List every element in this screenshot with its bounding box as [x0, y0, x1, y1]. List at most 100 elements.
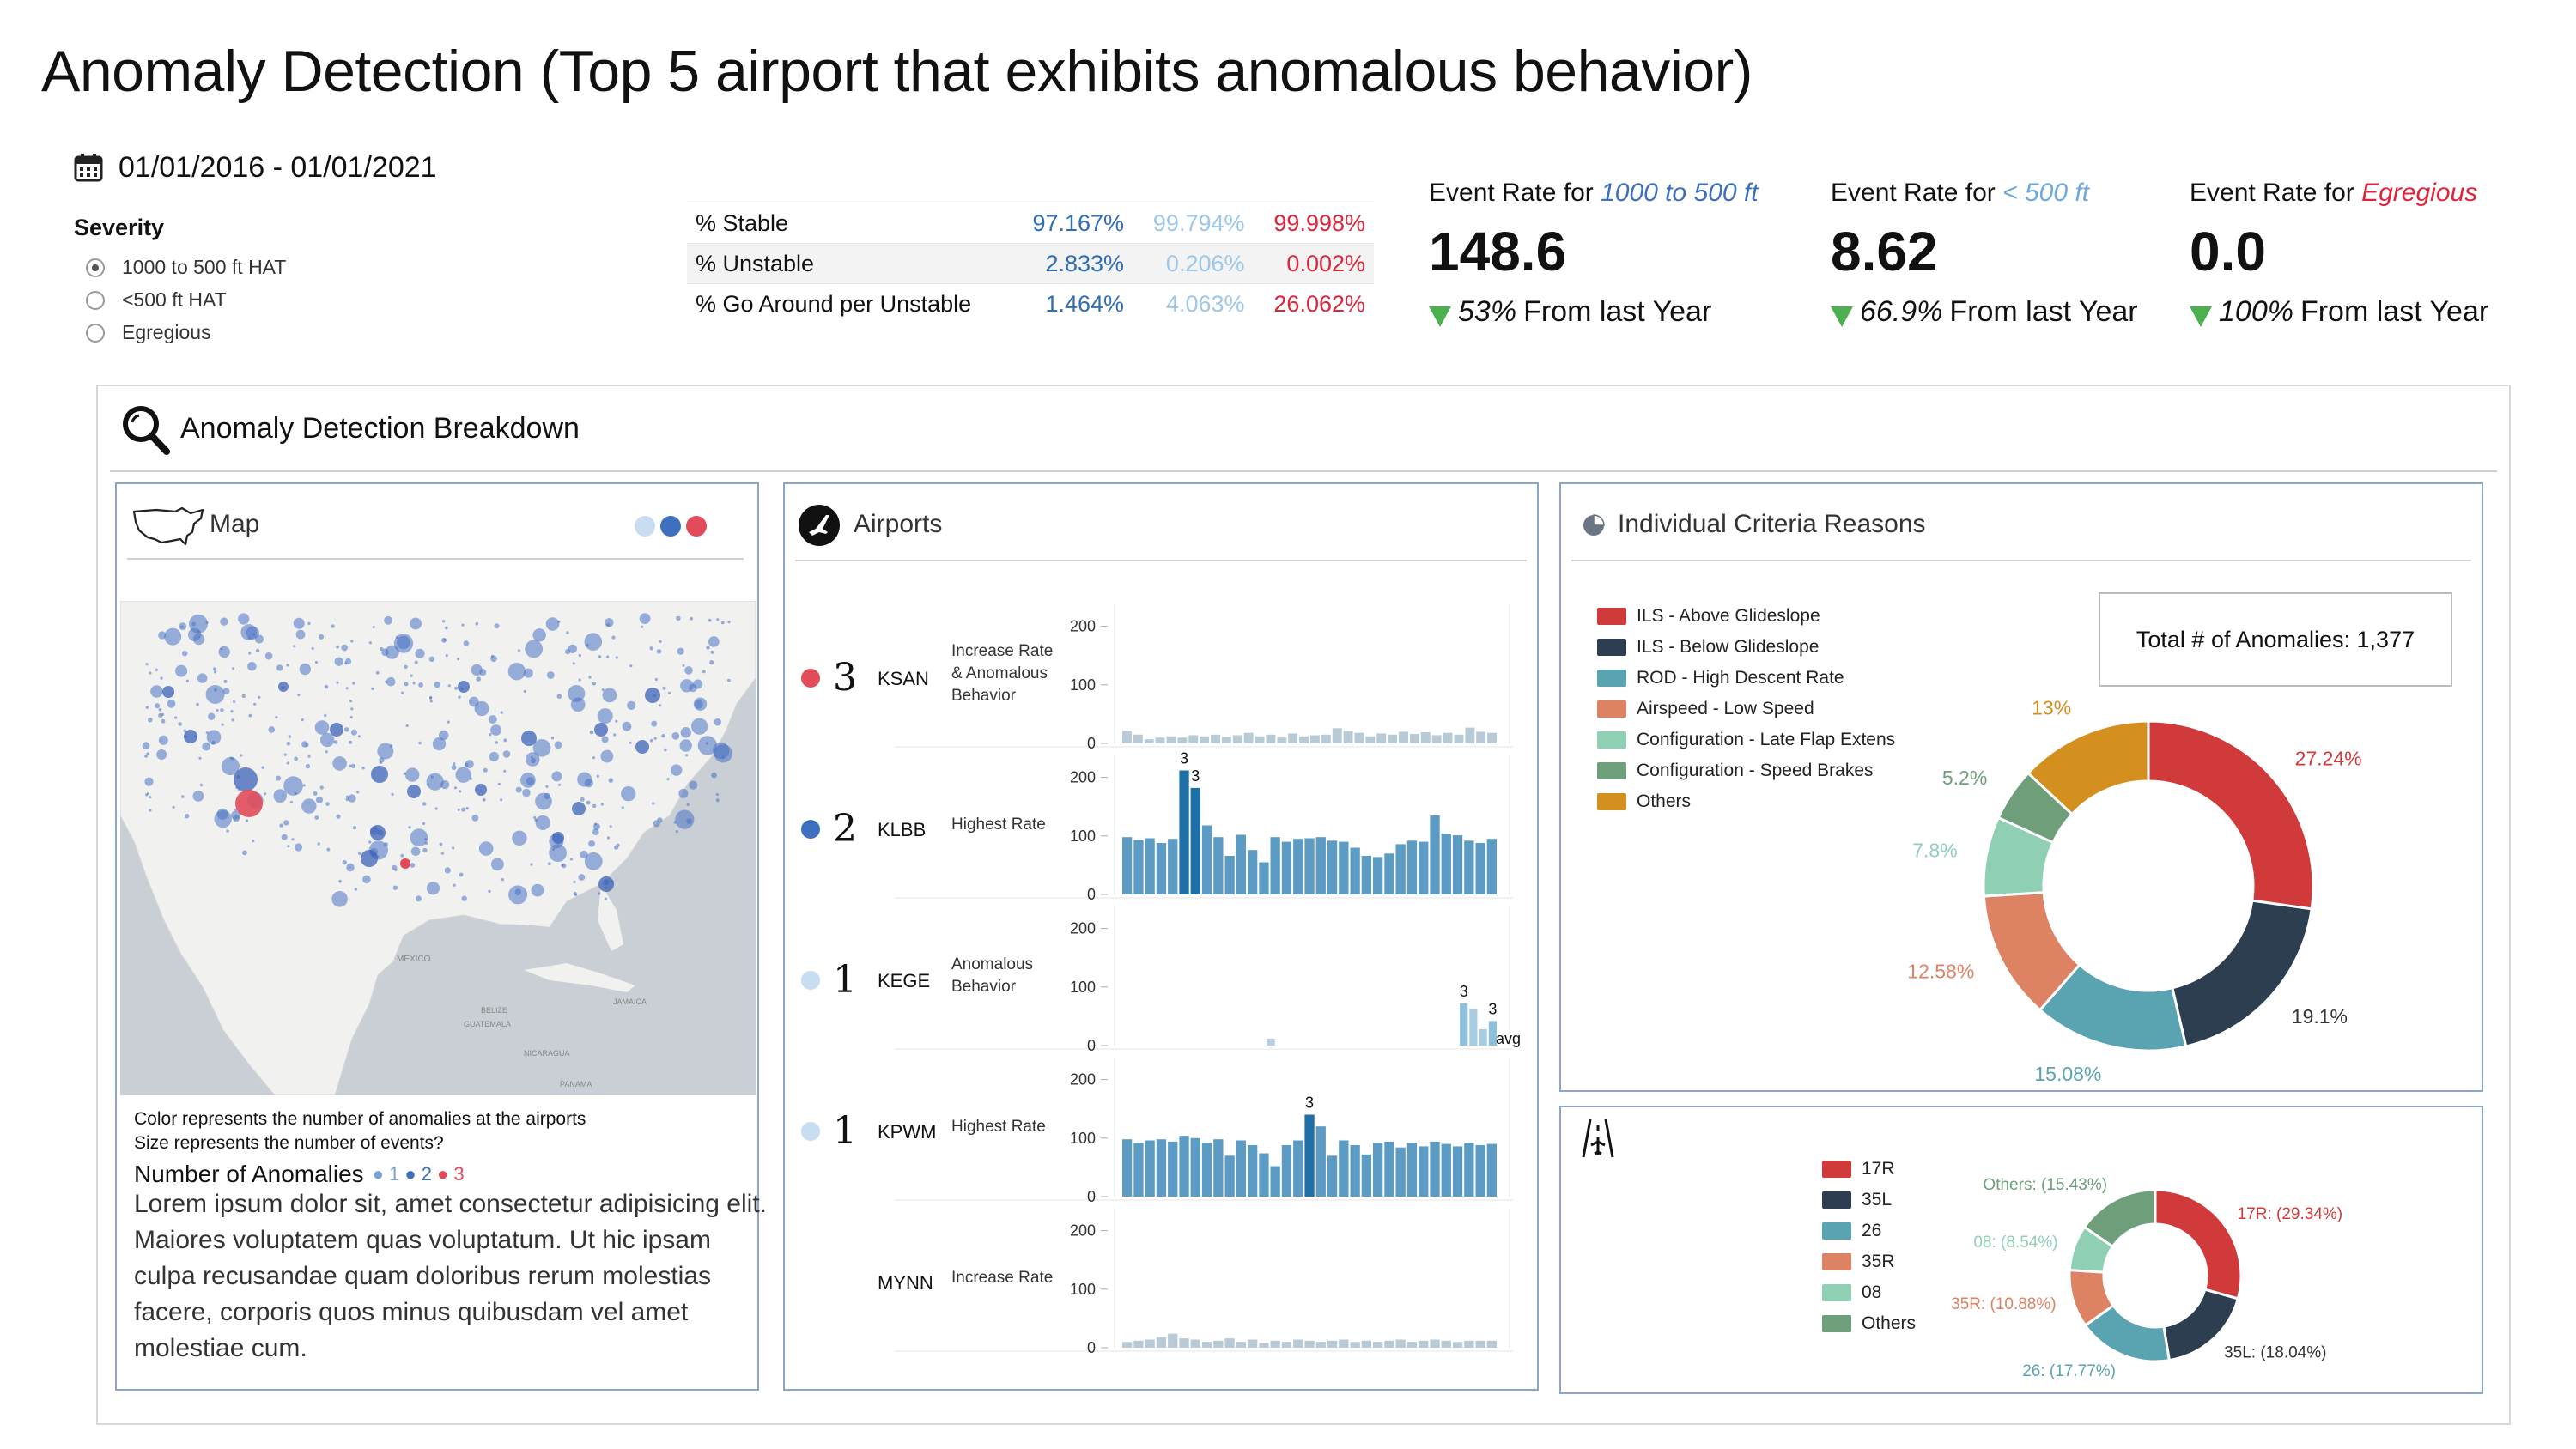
airport-dot[interactable]	[149, 796, 152, 799]
airport-dot[interactable]	[629, 664, 633, 668]
airport-dot[interactable]	[375, 670, 380, 675]
airport-bar[interactable]	[1373, 857, 1383, 894]
airport-dot[interactable]	[221, 723, 224, 726]
airport-bar[interactable]	[1350, 1145, 1360, 1197]
airport-bar[interactable]	[1376, 733, 1387, 743]
airport-dot[interactable]	[532, 739, 551, 757]
airport-dot[interactable]	[394, 868, 398, 872]
airport-dot[interactable]	[344, 727, 349, 732]
airport-dot[interactable]	[338, 879, 342, 883]
airport-dot[interactable]	[476, 676, 481, 682]
airport-dots[interactable]	[142, 613, 732, 907]
airport-dot[interactable]	[179, 622, 187, 630]
airport-dot[interactable]	[445, 654, 448, 658]
airport-dot[interactable]	[501, 878, 504, 882]
airport-dot[interactable]	[649, 738, 653, 743]
airport-dot[interactable]	[457, 808, 460, 811]
airport-dot[interactable]	[551, 771, 562, 782]
airport-dot[interactable]	[606, 655, 610, 658]
airport-bar[interactable]	[1190, 1339, 1200, 1349]
airport-dot[interactable]	[149, 671, 152, 675]
airport-dot[interactable]	[500, 798, 503, 802]
airport-bar[interactable]	[1156, 1337, 1167, 1348]
airport-dot[interactable]	[677, 647, 684, 655]
airport-dot[interactable]	[405, 724, 409, 728]
airport-dot[interactable]	[676, 615, 681, 621]
airport-dot[interactable]	[693, 679, 703, 689]
airport-bar[interactable]	[1479, 1028, 1487, 1046]
airport-dot[interactable]	[664, 748, 667, 752]
airport-code[interactable]: KSAN	[878, 668, 929, 689]
airport-dot[interactable]	[613, 733, 617, 737]
airport-dot[interactable]	[220, 617, 228, 626]
airport-dot[interactable]	[594, 723, 608, 737]
airport-bar[interactable]	[1236, 834, 1246, 895]
airport-dot[interactable]	[424, 841, 428, 846]
airport-bar[interactable]	[1224, 856, 1235, 894]
airport-dot[interactable]	[570, 697, 586, 712]
airport-dot[interactable]	[230, 710, 234, 713]
airport-dot[interactable]	[697, 736, 718, 755]
airport-bar[interactable]	[1281, 1342, 1292, 1348]
airport-bar[interactable]	[1304, 1340, 1315, 1348]
airport-dot[interactable]	[714, 718, 721, 726]
airport-dot[interactable]	[242, 850, 247, 856]
airport-bar[interactable]	[1454, 734, 1464, 743]
airport-dot[interactable]	[356, 791, 360, 794]
airport-dot[interactable]	[371, 766, 388, 783]
airport-dot[interactable]	[489, 751, 499, 762]
date-range[interactable]: 01/01/2016 - 01/01/2021	[118, 151, 437, 184]
airport-dot[interactable]	[592, 803, 597, 809]
runway-legend-item[interactable]: 17R	[1822, 1159, 1895, 1179]
airport-dot[interactable]	[184, 730, 197, 743]
airport-bar[interactable]	[1133, 734, 1143, 743]
airport-dot[interactable]	[556, 694, 562, 699]
airport-dot[interactable]	[525, 640, 544, 658]
airport-dot[interactable]	[144, 777, 154, 786]
airport-dot[interactable]	[297, 693, 301, 697]
airport-dot[interactable]	[295, 629, 306, 640]
airport-dot[interactable]	[342, 859, 347, 865]
airport-bar[interactable]	[1293, 1339, 1303, 1349]
airport-dot[interactable]	[350, 707, 354, 711]
airport-dot[interactable]	[314, 720, 330, 735]
airport-dot[interactable]	[685, 754, 689, 757]
airport-dot[interactable]	[314, 815, 319, 820]
airport-bar[interactable]	[1211, 734, 1220, 743]
runway-legend-item[interactable]: 35L	[1822, 1190, 1892, 1210]
airport-dot[interactable]	[324, 713, 327, 718]
airport-dot[interactable]	[592, 828, 599, 835]
airport-dot[interactable]	[479, 669, 487, 676]
airport-bar[interactable]	[1304, 1114, 1315, 1197]
airport-bar[interactable]	[1460, 1003, 1468, 1046]
airport-bar[interactable]	[1144, 739, 1154, 743]
airport-dot[interactable]	[545, 785, 549, 788]
airport-dot[interactable]	[652, 802, 655, 805]
airport-bar[interactable]	[1361, 856, 1371, 894]
airport-dot[interactable]	[489, 732, 492, 737]
airport-bar[interactable]	[1384, 853, 1394, 894]
airport-dot[interactable]	[657, 817, 663, 823]
airport-dot[interactable]	[352, 682, 355, 685]
airport-dot[interactable]	[686, 803, 690, 806]
airport-dot[interactable]	[653, 737, 657, 740]
airport-dot[interactable]	[535, 815, 550, 830]
airport-dot[interactable]	[552, 832, 564, 844]
airport-bar[interactable]	[1464, 1340, 1474, 1348]
airport-dot[interactable]	[145, 663, 149, 666]
airport-dot[interactable]	[279, 823, 283, 828]
airport-bar[interactable]	[1236, 1140, 1246, 1197]
criteria-legend-item[interactable]: ILS - Below Glideslope	[1597, 637, 1819, 658]
airport-dot[interactable]	[482, 797, 486, 802]
airport-dot[interactable]	[354, 888, 358, 891]
airport-dot[interactable]	[720, 621, 725, 625]
airport-dot[interactable]	[158, 708, 162, 712]
airport-bar[interactable]	[1299, 736, 1309, 743]
airport-dot[interactable]	[598, 892, 601, 895]
airport-dot[interactable]	[184, 814, 190, 819]
airport-dot[interactable]	[386, 676, 396, 687]
airport-bar[interactable]	[1179, 1338, 1189, 1348]
airport-bar[interactable]	[1213, 1340, 1224, 1348]
airport-dot[interactable]	[233, 700, 236, 704]
airport-bar[interactable]	[1310, 735, 1320, 744]
